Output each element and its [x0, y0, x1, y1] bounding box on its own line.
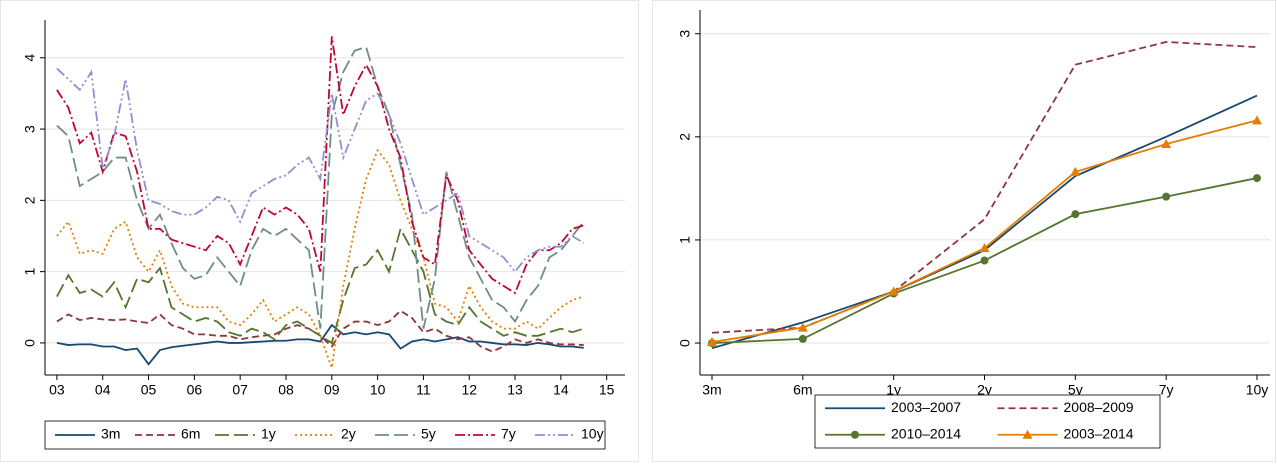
point — [798, 334, 807, 343]
x-tick-label: 10y — [1246, 382, 1269, 398]
x-tick-label: 14 — [553, 382, 569, 398]
panel — [0, 0, 639, 462]
point — [1070, 166, 1081, 176]
legend-label: 10y — [581, 426, 604, 442]
series-line — [56, 67, 585, 274]
x-tick-label: 12 — [461, 382, 477, 398]
x-tick-label: 6m — [793, 382, 812, 398]
x-tick-label: 04 — [95, 382, 111, 398]
legend-marker — [1022, 429, 1033, 439]
x-tick-label: 11 — [416, 382, 431, 398]
point — [797, 322, 808, 332]
y-tick-label: 3 — [22, 125, 38, 133]
y-tick-label: 2 — [677, 133, 693, 141]
y-tick-label: 1 — [22, 268, 38, 276]
point — [979, 243, 990, 253]
x-tick-label: 06 — [187, 382, 203, 398]
point — [1161, 139, 1172, 149]
legend-label: 1y — [261, 426, 276, 442]
x-tick-label: 08 — [278, 382, 294, 398]
point — [1252, 115, 1262, 125]
legend-label: 3m — [101, 426, 120, 442]
x-tick-label: 5y — [1068, 382, 1083, 398]
panel — [652, 0, 1276, 462]
series-line — [56, 323, 584, 366]
legend-label: 2003–2007 — [891, 399, 961, 415]
point — [1071, 210, 1080, 219]
point — [888, 286, 899, 296]
point — [1253, 174, 1261, 183]
legend-label: 5y — [421, 426, 436, 442]
legend — [814, 394, 1161, 449]
x-tick-label: 10 — [370, 382, 386, 398]
y-tick-label: 1 — [677, 236, 693, 244]
x-tick-label: 7y — [1159, 382, 1174, 398]
x-tick-label: 05 — [141, 382, 157, 398]
series-line — [56, 45, 585, 329]
point — [707, 337, 717, 347]
point — [980, 256, 989, 265]
legend-label: 2008–2009 — [1064, 399, 1134, 415]
series-line — [56, 226, 585, 345]
x-tick-label: 03 — [49, 382, 65, 398]
x-tick-label: 13 — [507, 382, 523, 398]
x-tick-label: 15 — [599, 382, 615, 398]
x-tick-label: 2y — [977, 382, 992, 398]
y-tick-label: 4 — [22, 54, 38, 62]
series-line — [56, 36, 585, 295]
x-tick-label: 3m — [702, 382, 721, 398]
legend-label: 2003–2014 — [1064, 425, 1134, 441]
legend-marker — [851, 430, 859, 439]
legend-label: 7y — [501, 426, 516, 442]
y-tick-label: 3 — [677, 30, 693, 38]
series-line — [56, 148, 585, 369]
y-tick-label: 0 — [22, 339, 38, 347]
legend-label: 2010–2014 — [891, 425, 961, 441]
x-tick-label: 1y — [886, 382, 901, 398]
x-tick-label: 09 — [324, 382, 340, 398]
y-tick-label: 0 — [677, 339, 693, 347]
x-tick-label: 07 — [232, 382, 248, 398]
legend-label: 2y — [341, 426, 356, 442]
legend-label: 6m — [181, 426, 200, 442]
y-tick-label: 2 — [22, 196, 38, 204]
point — [1162, 192, 1171, 201]
